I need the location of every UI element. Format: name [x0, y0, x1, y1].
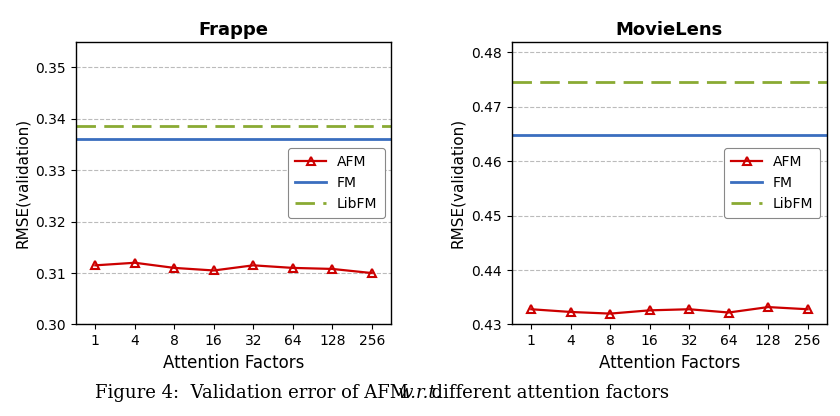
X-axis label: Attention Factors: Attention Factors	[599, 354, 740, 372]
Text: Figure 4:  Validation error of AFM: Figure 4: Validation error of AFM	[96, 384, 420, 402]
Text: w.r.t.: w.r.t.	[398, 384, 442, 402]
Title: Frappe: Frappe	[198, 21, 269, 39]
Title: MovieLens: MovieLens	[616, 21, 723, 39]
Legend: AFM, FM, LibFM: AFM, FM, LibFM	[288, 148, 385, 218]
Y-axis label: RMSE(validation): RMSE(validation)	[450, 118, 465, 248]
Legend: AFM, FM, LibFM: AFM, FM, LibFM	[724, 148, 821, 218]
Text: different attention factors: different attention factors	[420, 384, 669, 402]
Y-axis label: RMSE(validation): RMSE(validation)	[14, 118, 29, 248]
X-axis label: Attention Factors: Attention Factors	[163, 354, 304, 372]
